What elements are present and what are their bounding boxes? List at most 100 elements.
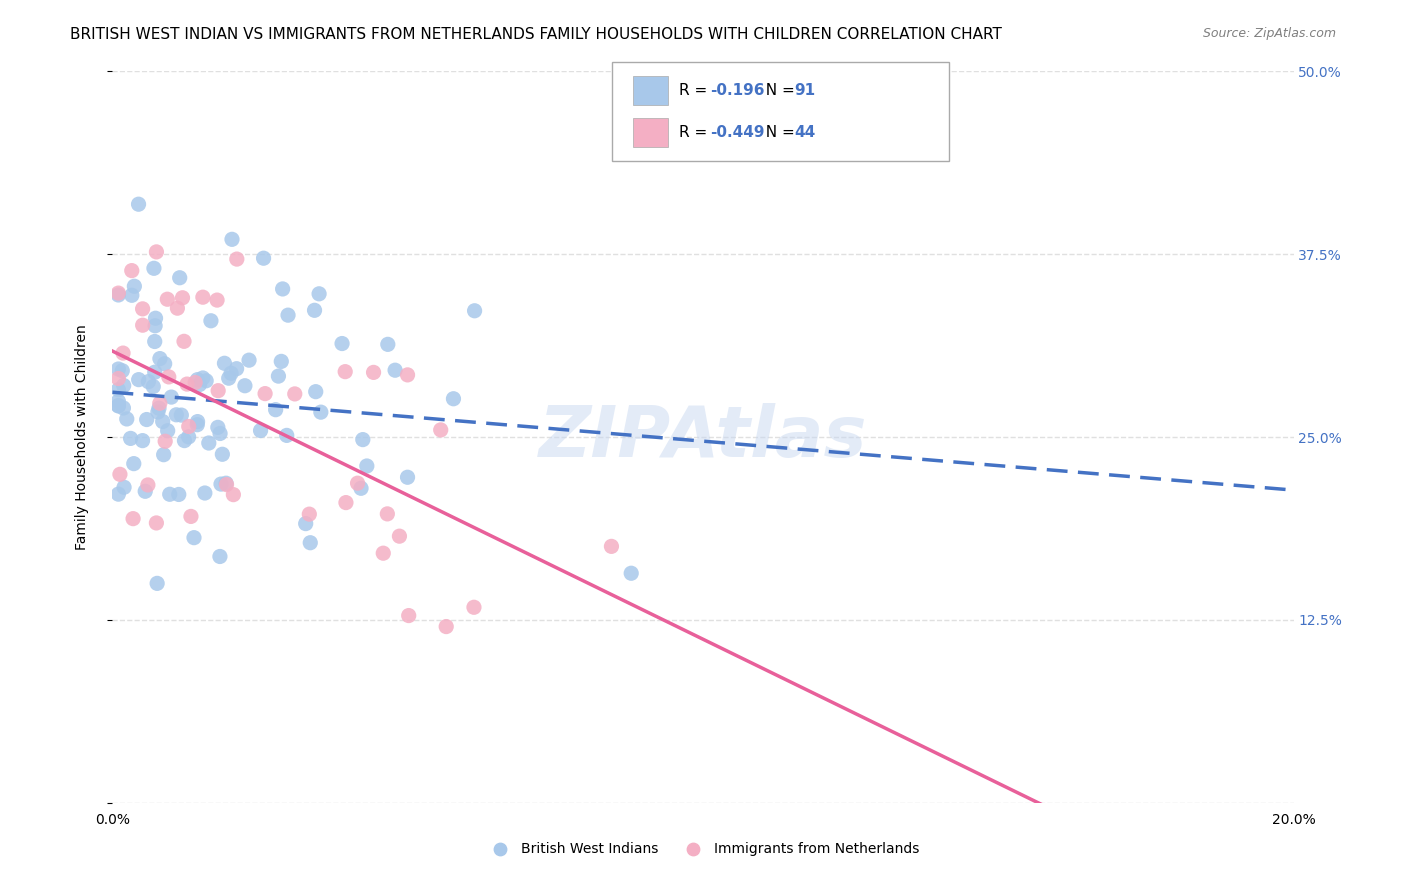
Y-axis label: Family Households with Children: Family Households with Children bbox=[75, 324, 89, 550]
Point bbox=[107, 383, 129, 397]
Text: N =: N = bbox=[756, 125, 800, 140]
Point bbox=[305, 384, 328, 399]
Point bbox=[233, 378, 256, 392]
Point bbox=[195, 374, 218, 388]
Point bbox=[346, 476, 368, 491]
Point bbox=[225, 361, 247, 376]
Point bbox=[122, 457, 145, 471]
Point bbox=[352, 433, 374, 447]
Point bbox=[463, 600, 485, 615]
Point bbox=[218, 371, 240, 385]
Point bbox=[373, 546, 395, 560]
Point bbox=[330, 336, 353, 351]
Point bbox=[350, 481, 373, 495]
Point bbox=[222, 488, 245, 502]
Point bbox=[142, 379, 165, 393]
Point bbox=[304, 303, 326, 318]
Point bbox=[138, 375, 160, 389]
Point bbox=[149, 351, 172, 366]
Point bbox=[375, 507, 398, 521]
Legend: British West Indians, Immigrants from Netherlands: British West Indians, Immigrants from Ne… bbox=[481, 837, 925, 862]
Point bbox=[335, 495, 357, 509]
Point bbox=[276, 428, 298, 442]
Point bbox=[207, 420, 229, 434]
Point bbox=[128, 197, 150, 211]
Point bbox=[188, 377, 211, 392]
Point bbox=[152, 415, 174, 429]
Point bbox=[396, 470, 419, 484]
Text: -0.449: -0.449 bbox=[710, 125, 765, 140]
Point bbox=[153, 434, 176, 449]
Point bbox=[152, 448, 174, 462]
Point bbox=[156, 292, 179, 306]
Point bbox=[107, 286, 129, 301]
Point bbox=[135, 412, 157, 426]
Point bbox=[209, 426, 232, 441]
Point bbox=[299, 535, 322, 549]
Point bbox=[187, 415, 209, 429]
Point bbox=[464, 303, 486, 318]
Point bbox=[143, 334, 166, 349]
Point bbox=[121, 288, 143, 302]
Point bbox=[214, 356, 236, 370]
Point bbox=[209, 477, 232, 491]
Point bbox=[215, 477, 238, 491]
Text: Source: ZipAtlas.com: Source: ZipAtlas.com bbox=[1202, 27, 1336, 40]
Point bbox=[112, 480, 135, 494]
Point bbox=[267, 369, 290, 384]
Point bbox=[215, 476, 238, 491]
Point bbox=[108, 467, 131, 482]
Point bbox=[249, 424, 271, 438]
Point bbox=[165, 408, 187, 422]
Point bbox=[211, 447, 233, 461]
Point bbox=[107, 399, 129, 413]
Text: -0.196: -0.196 bbox=[710, 83, 765, 98]
Point bbox=[124, 279, 146, 293]
Point bbox=[121, 263, 143, 277]
Point bbox=[200, 314, 222, 328]
Point bbox=[225, 252, 247, 266]
Point bbox=[145, 244, 167, 259]
Point bbox=[183, 531, 205, 545]
Point bbox=[284, 387, 307, 401]
Point bbox=[356, 458, 378, 473]
Point bbox=[429, 423, 451, 437]
Point bbox=[112, 346, 135, 360]
Point bbox=[388, 529, 411, 543]
Point bbox=[142, 261, 165, 276]
Point bbox=[221, 232, 243, 246]
Point bbox=[309, 405, 332, 419]
Point bbox=[145, 311, 167, 326]
Point bbox=[264, 402, 287, 417]
Point bbox=[107, 487, 129, 501]
Point bbox=[112, 378, 135, 392]
Point bbox=[167, 487, 190, 501]
Point bbox=[191, 371, 214, 385]
Point bbox=[148, 401, 170, 416]
Point bbox=[191, 290, 214, 304]
Point bbox=[111, 364, 134, 378]
Point bbox=[398, 608, 420, 623]
Point bbox=[112, 401, 135, 415]
Point bbox=[136, 478, 159, 492]
Point bbox=[443, 392, 465, 406]
Point bbox=[156, 424, 179, 438]
Point bbox=[194, 486, 217, 500]
Point bbox=[277, 308, 299, 322]
Point bbox=[160, 390, 183, 404]
Point bbox=[173, 334, 195, 349]
Point bbox=[176, 377, 198, 392]
Point bbox=[157, 370, 180, 384]
Point bbox=[270, 354, 292, 368]
Point bbox=[134, 484, 156, 499]
Point bbox=[434, 619, 457, 633]
Point bbox=[153, 357, 176, 371]
Point bbox=[131, 301, 153, 316]
Point bbox=[143, 318, 166, 333]
Point bbox=[384, 363, 406, 377]
Text: 91: 91 bbox=[794, 83, 815, 98]
Point bbox=[186, 417, 208, 432]
Text: 44: 44 bbox=[794, 125, 815, 140]
Point bbox=[107, 362, 129, 376]
Point bbox=[146, 405, 169, 419]
